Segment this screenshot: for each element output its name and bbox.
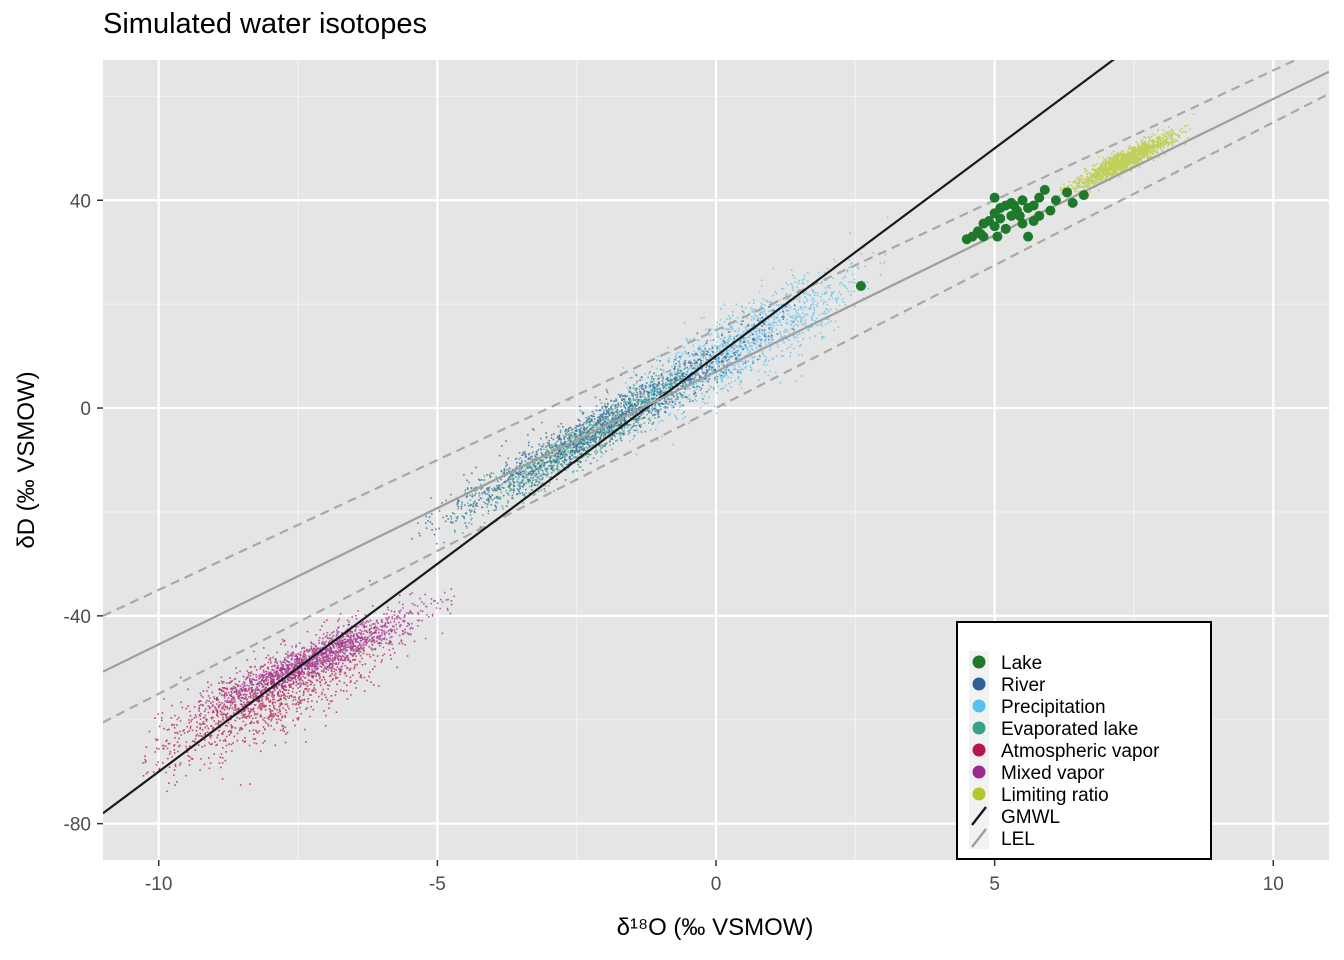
x-tick-label: 5 (989, 874, 1000, 895)
legend-key-dot (972, 699, 986, 713)
legend-label: River (1001, 675, 1046, 696)
lake-point (989, 192, 1000, 203)
line-lel (103, 70, 1329, 673)
lake-point (975, 229, 986, 240)
x-tick-label: 0 (711, 874, 722, 895)
lake-point (995, 213, 1006, 224)
lake-point (1062, 187, 1073, 198)
lake-point (1045, 205, 1056, 216)
cloud-points (1058, 113, 1195, 202)
x-axis-ticks: -10 -5 0 5 10 (145, 860, 1284, 895)
x-tick-label: -10 (145, 874, 172, 895)
line-gmwl (103, 60, 1115, 815)
lake-point (1034, 192, 1045, 203)
cloud-limiting-ratio (1058, 113, 1195, 202)
y-axis-ticks: -80 -40 0 40 (64, 191, 103, 836)
legend-label: Evaporated lake (1001, 719, 1138, 740)
legend-label: Limiting ratio (1001, 785, 1109, 806)
legend-label: Lake (1001, 653, 1042, 674)
legend-item-mixed-vapor: Mixed vapor (969, 761, 1105, 784)
legend-item-precipitation: Precipitation (969, 695, 1106, 718)
cloud-precipitation (600, 216, 889, 458)
chart-title: Simulated water isotopes (103, 8, 427, 40)
lake-point (967, 231, 978, 242)
lake-point (1067, 197, 1078, 208)
legend-item-atmospheric-vapor: Atmospheric vapor (969, 739, 1160, 762)
lake-point (1039, 184, 1050, 195)
legend-label: Mixed vapor (1001, 763, 1105, 784)
legend-item-lake: Lake (969, 651, 1042, 674)
cloud-points (600, 216, 889, 458)
legend-item-evaporated-lake: Evaporated lake (969, 717, 1138, 740)
lake-point (855, 280, 866, 291)
legend-key-dot (972, 677, 986, 691)
x-axis-title: δ¹⁸O (‰ VSMOW) (617, 914, 814, 941)
lake-point (1017, 218, 1028, 229)
lake-point (1028, 200, 1039, 211)
legend-key-dot (972, 743, 986, 757)
lake-point (1023, 231, 1034, 242)
lake-point (1078, 190, 1089, 201)
legend-key-dot (972, 787, 986, 801)
lake-points (855, 184, 1089, 291)
legend-key-line (971, 806, 987, 826)
legend-key-dot (972, 655, 986, 669)
legend-key-dot (972, 721, 986, 735)
legend-label: Precipitation (1001, 697, 1106, 718)
legend-key-dot (972, 765, 986, 779)
x-tick-label: 10 (1263, 874, 1284, 895)
lake-point (989, 221, 1000, 232)
lake-point (1034, 210, 1045, 221)
cloud-points (198, 588, 455, 726)
legend-label: LEL (1001, 829, 1035, 850)
legend-label: Atmospheric vapor (1001, 741, 1160, 762)
y-tick-label: 0 (80, 399, 91, 420)
lake-point (1009, 200, 1020, 211)
legend-item-lel: LEL (969, 827, 1035, 850)
legend-item-limiting-ratio: Limiting ratio (969, 783, 1109, 806)
y-tick-label: -80 (64, 815, 91, 836)
legend-item-gmwl: GMWL (969, 805, 1060, 828)
lake-point (992, 231, 1003, 242)
lake-point (1017, 195, 1028, 206)
major-gridlines (103, 60, 1329, 860)
cloud-river (411, 296, 796, 549)
x-tick-label: -5 (429, 874, 446, 895)
y-axis-title: δD (‰ VSMOW) (13, 371, 40, 548)
cloud-points (411, 296, 796, 549)
y-tick-label: -40 (64, 607, 91, 628)
legend-box (956, 621, 1212, 860)
legend-key-line (971, 828, 987, 848)
lake-point (1050, 195, 1061, 206)
y-tick-label: 40 (70, 191, 91, 212)
legend-label: GMWL (1001, 807, 1060, 828)
point-clouds (142, 113, 1195, 793)
line-lel-upper-bound (103, 60, 1299, 617)
lake-point (1014, 210, 1025, 221)
legend-item-river: River (969, 673, 1046, 696)
reference-lines (103, 60, 1329, 815)
lake-point (1000, 223, 1011, 234)
line-lel-lower-bound (103, 92, 1329, 724)
cloud-mixed-vapor (198, 588, 455, 726)
